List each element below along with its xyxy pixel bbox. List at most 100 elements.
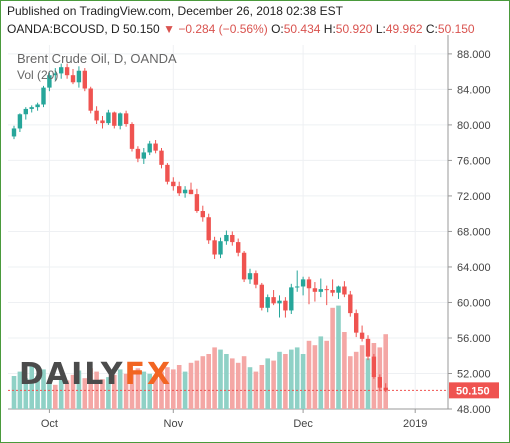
x-tick-label: Dec (293, 418, 313, 430)
candle-body (359, 332, 365, 339)
candle-body (271, 297, 276, 304)
y-tick-label: 68.000 (457, 226, 491, 238)
y-tick-label: 80.000 (457, 120, 491, 132)
close-value: 50.150 (437, 22, 475, 36)
volume-bar (289, 349, 294, 409)
volume-bar (353, 351, 359, 409)
candle-body (230, 234, 235, 243)
candle-body (123, 113, 129, 125)
candle-body (59, 67, 64, 74)
candle-body (194, 194, 200, 212)
volume-bar (277, 351, 282, 409)
y-tick-label: 48.000 (457, 404, 491, 416)
candle-body (371, 356, 377, 378)
y-tick-label: 56.000 (457, 333, 491, 345)
candle-body (53, 73, 58, 76)
candle-body (247, 273, 253, 280)
volume-bar (171, 369, 176, 409)
candle-body (165, 164, 170, 182)
dailyfx-logo: DAILYFX (19, 357, 172, 392)
volume-label: Vol (20) (17, 68, 59, 82)
volume-bar (230, 358, 235, 409)
volume-bar (117, 369, 123, 409)
open-value: 50.434 (283, 22, 321, 36)
candle-body (41, 87, 46, 105)
volume-bar (200, 356, 206, 409)
candle-body (212, 240, 217, 255)
volume-bar (294, 347, 300, 409)
candle-body (29, 107, 34, 109)
volume-bar (35, 376, 40, 409)
volume-bar (29, 365, 34, 409)
volume-bar (64, 380, 70, 409)
candle-body (112, 112, 117, 126)
candle-body (312, 288, 318, 292)
x-tick-label: Nov (164, 418, 184, 430)
candle-body (218, 241, 223, 255)
candle-body (188, 189, 194, 195)
volume-bar (253, 371, 259, 409)
y-tick-label: 84.000 (457, 84, 491, 96)
candle-body (118, 113, 123, 126)
volume-bar (147, 373, 152, 409)
candle-body (265, 297, 270, 308)
candle-body (318, 289, 323, 292)
volume-bar (58, 376, 64, 409)
candle-body (330, 290, 335, 293)
series-title: Brent Crude Oil, D, OANDA (17, 51, 177, 66)
volume-bar (70, 374, 76, 409)
volume-bar (359, 345, 365, 409)
candle-body (47, 75, 52, 88)
volume-bar (365, 358, 371, 409)
candle-body (277, 300, 282, 304)
candle-body (82, 70, 87, 89)
candle-body (348, 294, 353, 314)
volume-bar (342, 332, 347, 409)
candle-body (354, 313, 359, 333)
candle-body (200, 211, 205, 218)
low-label: L: (375, 22, 386, 36)
candle-body (147, 143, 152, 153)
volume-bar (100, 379, 105, 409)
close-label: C: (425, 22, 438, 36)
volume-bar (153, 376, 158, 409)
candle-body (64, 67, 70, 76)
volume-bar (271, 360, 276, 409)
candle-body (306, 279, 312, 289)
volume-bar (283, 354, 288, 409)
volume-bar (141, 371, 147, 409)
candle-body (365, 338, 371, 357)
candle-body (177, 186, 182, 194)
candle-body (153, 143, 158, 151)
candle-body (135, 148, 141, 159)
volume-bar (336, 305, 341, 409)
volume-bar (112, 374, 117, 409)
published-line: Published on TradingView.com, December 2… (7, 4, 343, 18)
volume-bar (82, 378, 88, 409)
candle-body (106, 112, 111, 124)
volume-bar (247, 367, 253, 409)
candle-body (241, 252, 247, 280)
y-tick-label: 60.000 (457, 297, 491, 309)
volume-bar (76, 370, 82, 409)
volume-bar (47, 381, 52, 409)
candle-body (17, 114, 23, 129)
open-label: O: (271, 22, 284, 36)
volume-bar (11, 376, 17, 409)
volume-bar (306, 340, 312, 409)
candle-body (383, 387, 388, 391)
candle-body (259, 284, 264, 308)
candle-body (253, 273, 259, 285)
candle-body (94, 110, 99, 121)
candle-body (206, 217, 211, 241)
candle-body (100, 120, 105, 124)
volume-bar (312, 345, 318, 409)
volume-bar (17, 371, 23, 409)
low-value: 49.962 (385, 22, 423, 36)
last-price-tag (449, 382, 499, 399)
volume-bar (123, 373, 129, 409)
logo-fx: FX (124, 357, 173, 392)
candle-body (336, 286, 341, 293)
volume-bar (188, 362, 194, 409)
